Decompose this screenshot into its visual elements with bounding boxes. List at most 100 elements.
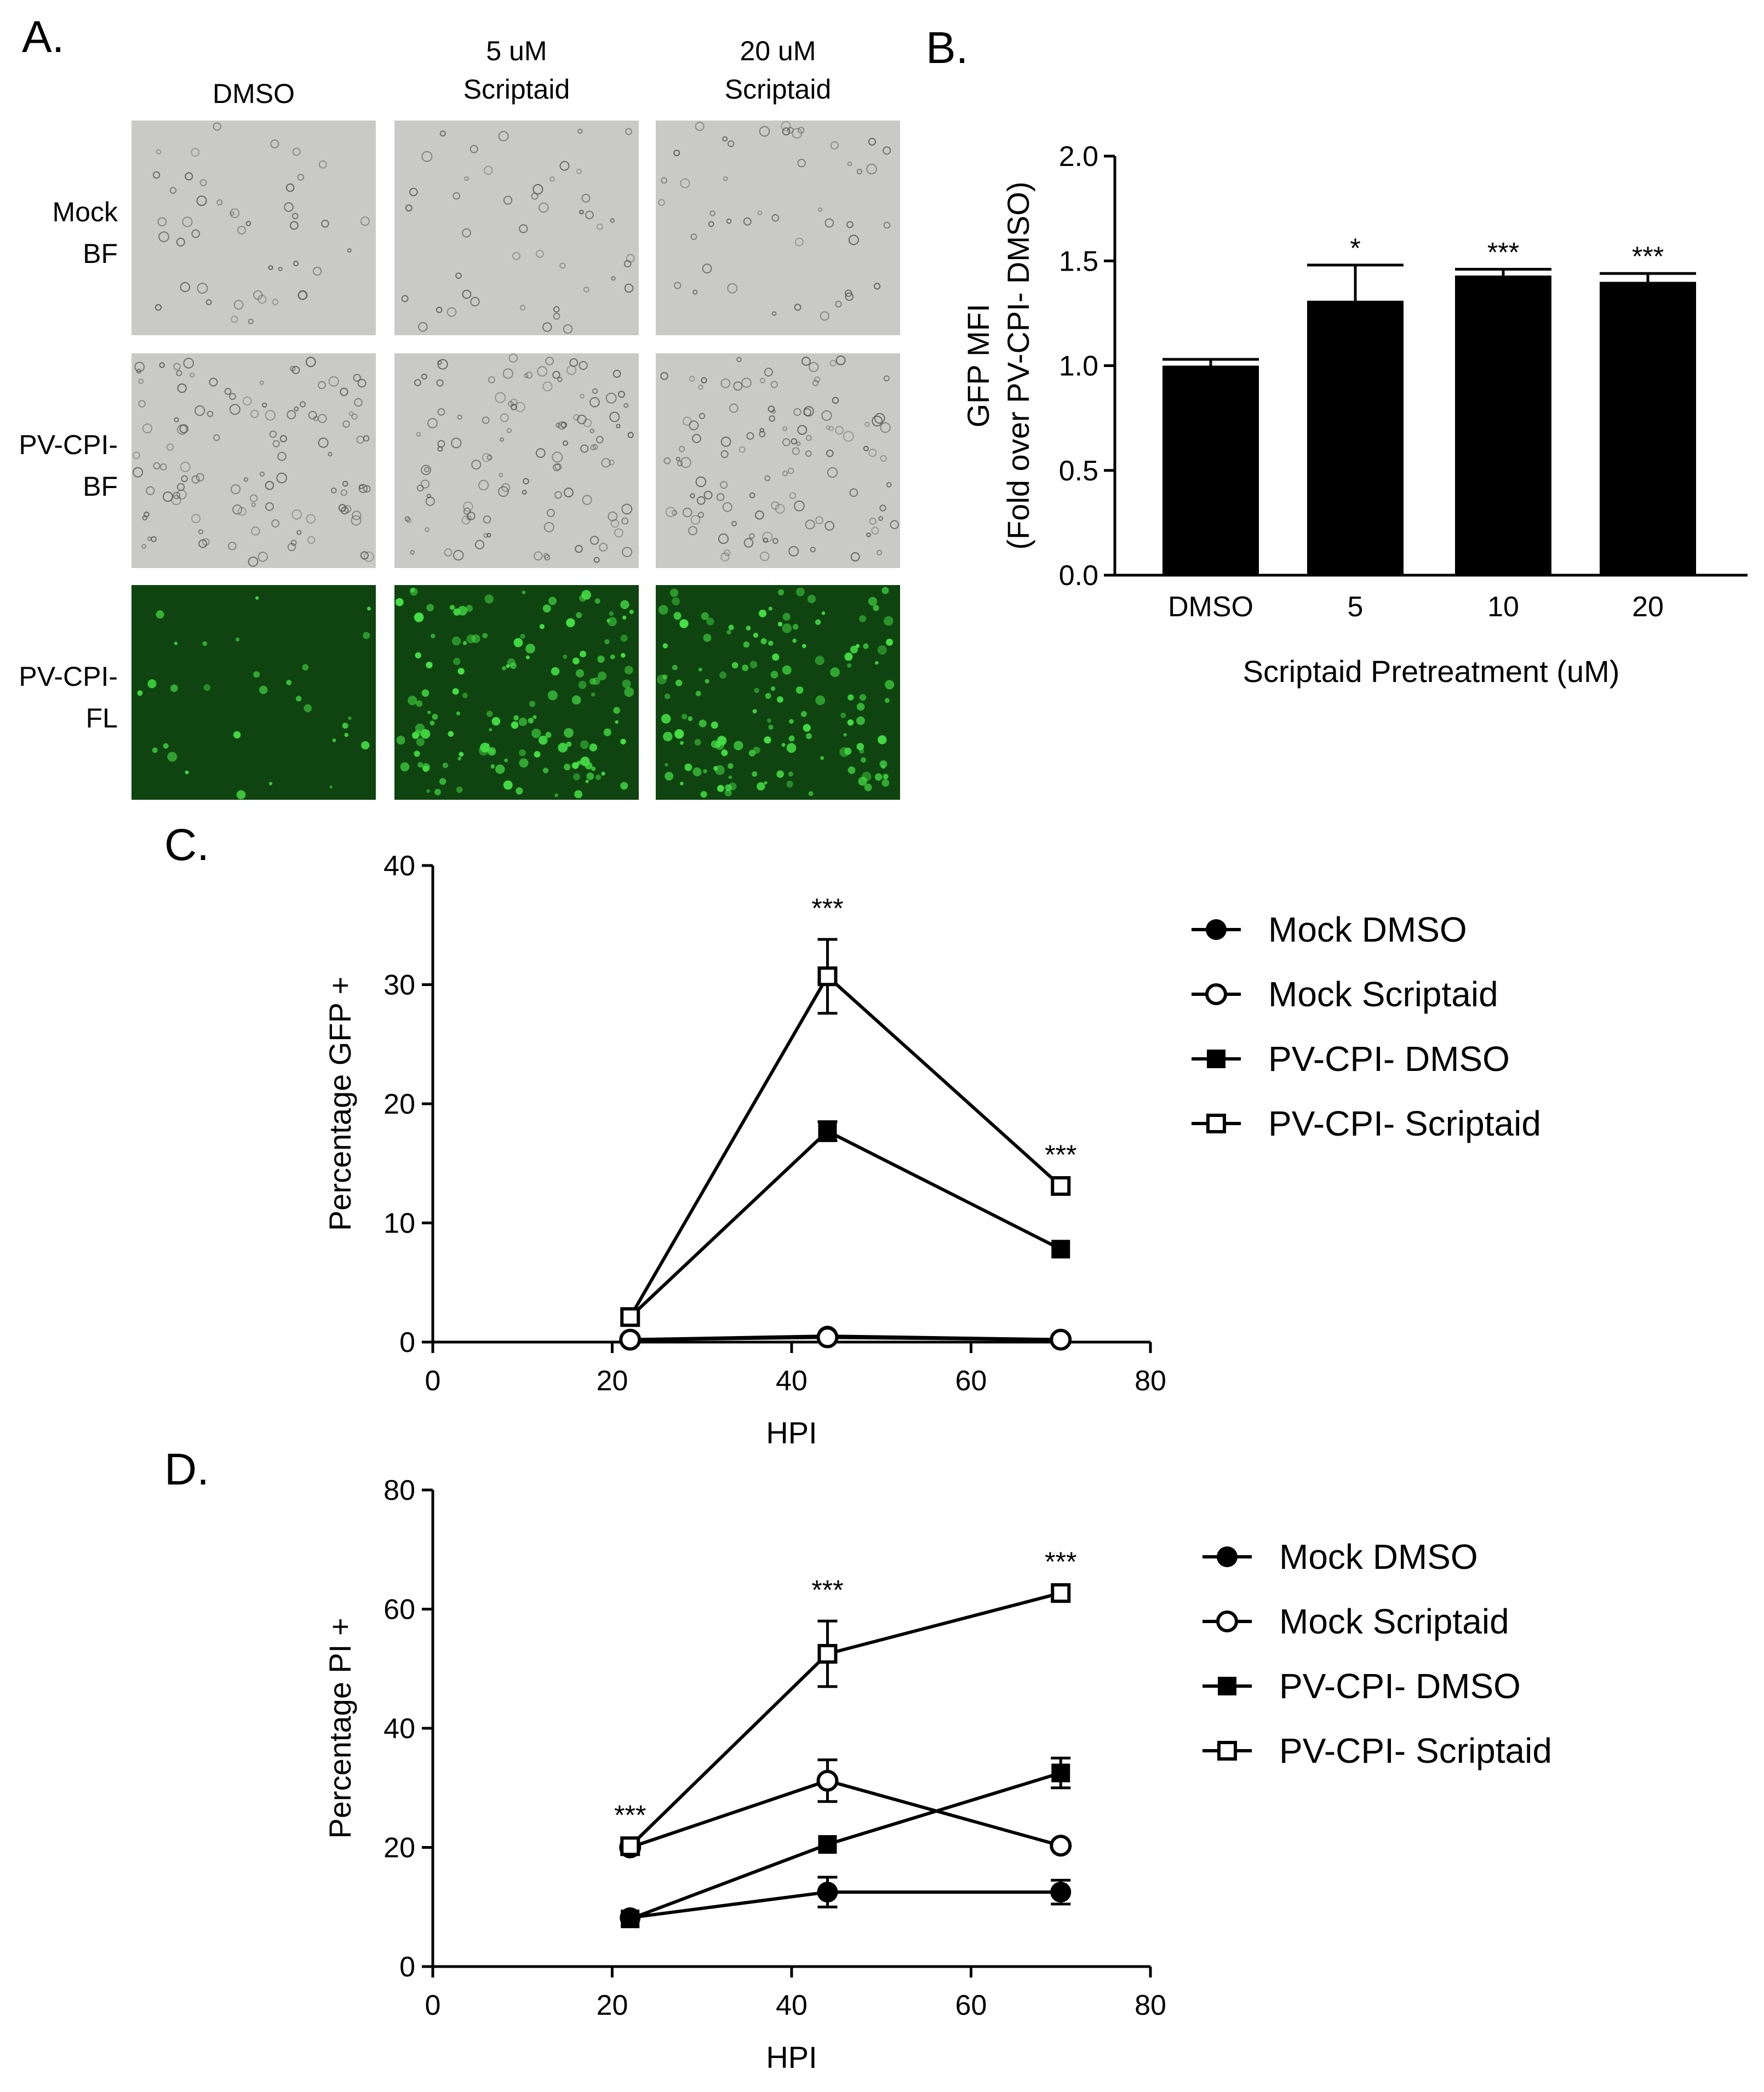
column-header-line1: DMSO: [213, 78, 295, 109]
cell: [595, 435, 604, 444]
fluorescent-cell: [724, 789, 732, 796]
x-tick-label: 80: [1135, 1365, 1166, 1397]
cell: [803, 406, 814, 417]
cell: [610, 218, 615, 223]
x-tick-label: 80: [1135, 1990, 1166, 2021]
y-tick-label: 0: [399, 1327, 415, 1359]
cell: [191, 147, 200, 157]
significance-label: ***: [811, 1574, 843, 1605]
cell: [590, 444, 597, 451]
cell: [484, 165, 493, 175]
cell: [259, 380, 265, 385]
cell: [701, 377, 707, 383]
cell: [720, 378, 731, 388]
data-point-open-square: [1051, 1583, 1071, 1603]
cell: [181, 475, 188, 483]
column-header-line2: Scriptaid: [463, 74, 570, 105]
cell: [318, 160, 327, 169]
cell: [360, 216, 370, 226]
micrograph-background: [131, 585, 376, 800]
cell: [237, 226, 246, 235]
cell: [196, 473, 204, 482]
fluorescent-cell: [459, 752, 464, 757]
cell: [677, 460, 683, 467]
fluorescent-cell: [482, 633, 488, 639]
cell: [404, 516, 410, 522]
fluorescent-cell: [395, 598, 404, 606]
cell: [769, 415, 775, 422]
data-point-open-square: [1206, 1114, 1226, 1133]
fluorescent-cell: [662, 674, 668, 680]
cell: [271, 519, 280, 528]
cell: [559, 262, 566, 269]
fluorescent-cell: [589, 743, 598, 752]
cell: [231, 484, 241, 495]
significance-label: ***: [614, 1799, 646, 1830]
fluorescent-cell: [344, 732, 348, 737]
fluorescent-cell: [421, 689, 429, 697]
fluorescent-cell: [703, 769, 707, 773]
series-line: [630, 1336, 1061, 1342]
cell: [596, 223, 603, 230]
fluorescent-cell: [466, 634, 476, 644]
cell: [498, 131, 509, 142]
cell: [169, 187, 177, 194]
cell: [353, 374, 361, 382]
bar: [1307, 300, 1404, 575]
cell: [159, 463, 167, 471]
fluorescent-cell: [426, 661, 433, 669]
fluorescent-cell: [490, 764, 495, 769]
cell: [801, 357, 811, 366]
cell: [495, 392, 506, 403]
cell: [245, 221, 251, 226]
data-point-filled-square: [1207, 1050, 1225, 1068]
cell: [144, 511, 150, 518]
fluorescent-cell: [782, 665, 792, 675]
legend-item: PV-CPI- Scriptaid: [1202, 1731, 1552, 1770]
cell: [794, 303, 801, 311]
cell: [817, 207, 823, 212]
data-point-open-square: [817, 966, 838, 987]
y-tick-label: 0: [399, 1951, 415, 1983]
panel-c-letter: C.: [164, 820, 209, 870]
cell: [194, 405, 205, 416]
fluorescent-cell: [695, 691, 701, 696]
fluorescent-cell: [564, 764, 571, 771]
cell: [233, 300, 244, 310]
cell: [880, 455, 887, 462]
fluorescent-cell: [528, 718, 534, 724]
fluorescent-cell: [348, 716, 352, 720]
cell: [682, 507, 692, 518]
cell: [874, 283, 881, 290]
cell: [695, 476, 707, 488]
fluorescent-cell: [174, 641, 178, 645]
data-point-filled-square: [1218, 1677, 1236, 1695]
fluorescent-cell: [692, 767, 702, 777]
row-label-line2: FL: [86, 703, 118, 733]
cell: [768, 405, 775, 412]
cell: [409, 187, 418, 197]
fluorescent-cell: [881, 587, 889, 594]
cell: [262, 402, 267, 408]
cell: [863, 445, 869, 451]
micrograph-image: [656, 121, 900, 335]
fluorescent-cell: [752, 771, 758, 777]
cell: [727, 283, 738, 294]
cell: [809, 362, 819, 372]
cell: [463, 507, 471, 515]
row-label-line2: BF: [83, 471, 118, 502]
cell: [293, 261, 299, 267]
fluorescent-cell: [821, 611, 826, 615]
cell: [589, 428, 594, 433]
cell: [749, 533, 755, 539]
series: [620, 938, 1071, 1327]
fluorescent-cell: [885, 680, 895, 690]
fluorescent-cell: [547, 690, 558, 701]
fluorescent-cell: [886, 639, 894, 646]
fluorescent-cell: [452, 688, 459, 695]
cell: [461, 515, 471, 525]
fluorescent-cell: [167, 752, 177, 762]
cell: [351, 515, 362, 526]
y-axis-label: Percentage GFP +: [323, 977, 357, 1231]
